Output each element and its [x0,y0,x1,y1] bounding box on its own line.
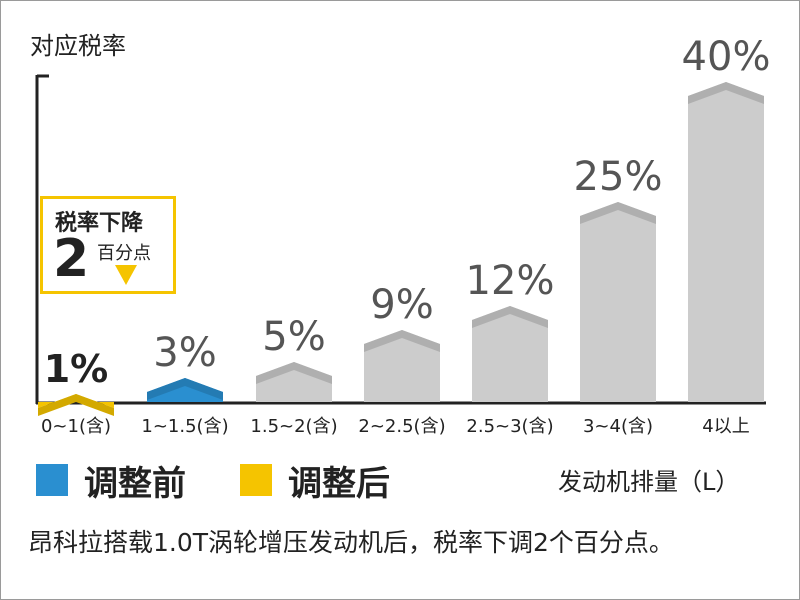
value-label-3: 5% [262,314,325,360]
rate-drop-callout: 税率下降 2 百分点 [40,196,176,294]
value-label-1: 1% [44,347,109,391]
legend-item-after: 调整后 [240,458,390,504]
bar-2 [147,378,223,402]
bar-6 [580,202,656,402]
value-label-6: 25% [574,154,663,200]
value-label-5: 12% [466,258,555,304]
bar-7 [688,82,764,402]
bar-4 [364,330,440,402]
x-axis-title: 发动机排量（L） [558,468,740,496]
down-arrow-icon [115,265,137,285]
tick-label-6: 3~4(含) [583,416,653,437]
callout-number: 2 [53,229,90,289]
bar-cap-6 [580,202,656,224]
legend-label-before: 调整前 [84,463,186,504]
value-label-7: 40% [682,34,771,80]
legend-swatch-after [240,464,272,496]
legend-label-after: 调整后 [288,463,390,504]
bar-cap-2 [147,378,223,400]
bar-cap-1 [38,394,114,416]
bar-cap-4 [364,330,440,352]
callout-title: 税率下降 [55,211,144,236]
value-label-4: 9% [370,282,433,328]
legend-swatch-before [36,464,68,496]
tick-label-7: 4以上 [702,416,749,437]
bar-cap-7 [688,82,764,104]
bar-5 [472,306,548,402]
tick-label-2: 1~1.5(含) [141,416,228,437]
tick-label-1: 0~1(含) [41,416,111,437]
value-label-2: 3% [153,330,216,376]
y-axis-title: 对应税率 [30,32,126,60]
tick-label-3: 1.5~2(含) [250,416,337,437]
legend-item-before: 调整前 [36,458,186,504]
bar-cap-5 [472,306,548,328]
caption-text: 昂科拉搭载1.0T涡轮增压发动机后，税率下调2个百分点。 [28,528,674,557]
tick-label-4: 2~2.5(含) [358,416,445,437]
bar-cap-3 [256,362,332,384]
callout-unit: 百分点 [97,243,151,264]
tick-label-5: 2.5~3(含) [466,416,553,437]
